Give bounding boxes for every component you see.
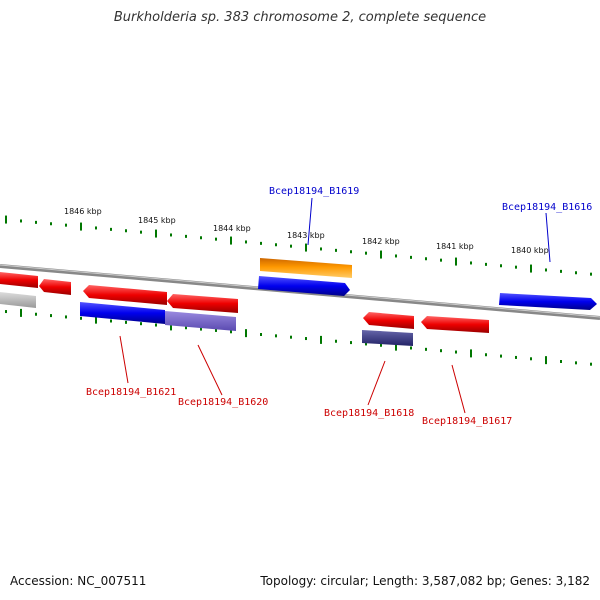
gene-b1618[interactable] xyxy=(363,312,414,329)
leader-b1621 xyxy=(119,335,129,384)
leader-b1617 xyxy=(451,364,466,414)
gene-b1617[interactable] xyxy=(421,316,489,333)
scale-label-1842: 1842 kbp xyxy=(362,237,400,246)
leader-b1618 xyxy=(367,360,386,406)
label-b1616[interactable]: Bcep18194_B1616 xyxy=(502,202,592,213)
label-b1617[interactable]: Bcep18194_B1617 xyxy=(422,416,512,427)
scale-label-1844: 1844 kbp xyxy=(213,224,251,233)
scale-ticks-lower xyxy=(5,308,592,366)
leader-b1620 xyxy=(197,344,223,396)
gene-left-red-2[interactable] xyxy=(39,279,71,295)
gene-b1618-feature[interactable] xyxy=(362,330,413,346)
accession-label: Accession: NC_007511 xyxy=(10,574,147,588)
scale-label-1841: 1841 kbp xyxy=(436,242,474,251)
gene-left-red-1[interactable] xyxy=(0,272,38,288)
label-b1621[interactable]: Bcep18194_B1621 xyxy=(86,387,176,398)
label-b1620[interactable]: Bcep18194_B1620 xyxy=(178,397,268,408)
scale-label-1843: 1843 kbp xyxy=(287,231,325,240)
gene-left-gray[interactable] xyxy=(0,292,36,308)
gene-b1620[interactable] xyxy=(165,311,236,331)
gene-red-a[interactable] xyxy=(83,285,167,305)
map-title: Burkholderia sp. 383 chromosome 2, compl… xyxy=(113,10,487,25)
scale-label-1846: 1846 kbp xyxy=(64,207,102,216)
gene-b1616[interactable] xyxy=(499,293,597,310)
label-b1618[interactable]: Bcep18194_B1618 xyxy=(324,408,414,419)
leader-b1619 xyxy=(307,197,313,246)
label-b1619[interactable]: Bcep18194_B1619 xyxy=(269,186,359,197)
scale-ticks-upper xyxy=(5,215,592,276)
gene-b1620-red[interactable] xyxy=(167,294,238,313)
gene-b1619-feature[interactable] xyxy=(260,258,352,278)
scale-label-1840: 1840 kbp xyxy=(511,246,549,255)
gene-b1621[interactable] xyxy=(80,302,165,324)
leader-b1616 xyxy=(545,212,551,263)
scale-label-1845: 1845 kbp xyxy=(138,216,176,225)
topology-label: Topology: circular; Length: 3,587,082 bp… xyxy=(260,574,590,588)
gene-b1619[interactable] xyxy=(258,276,350,296)
